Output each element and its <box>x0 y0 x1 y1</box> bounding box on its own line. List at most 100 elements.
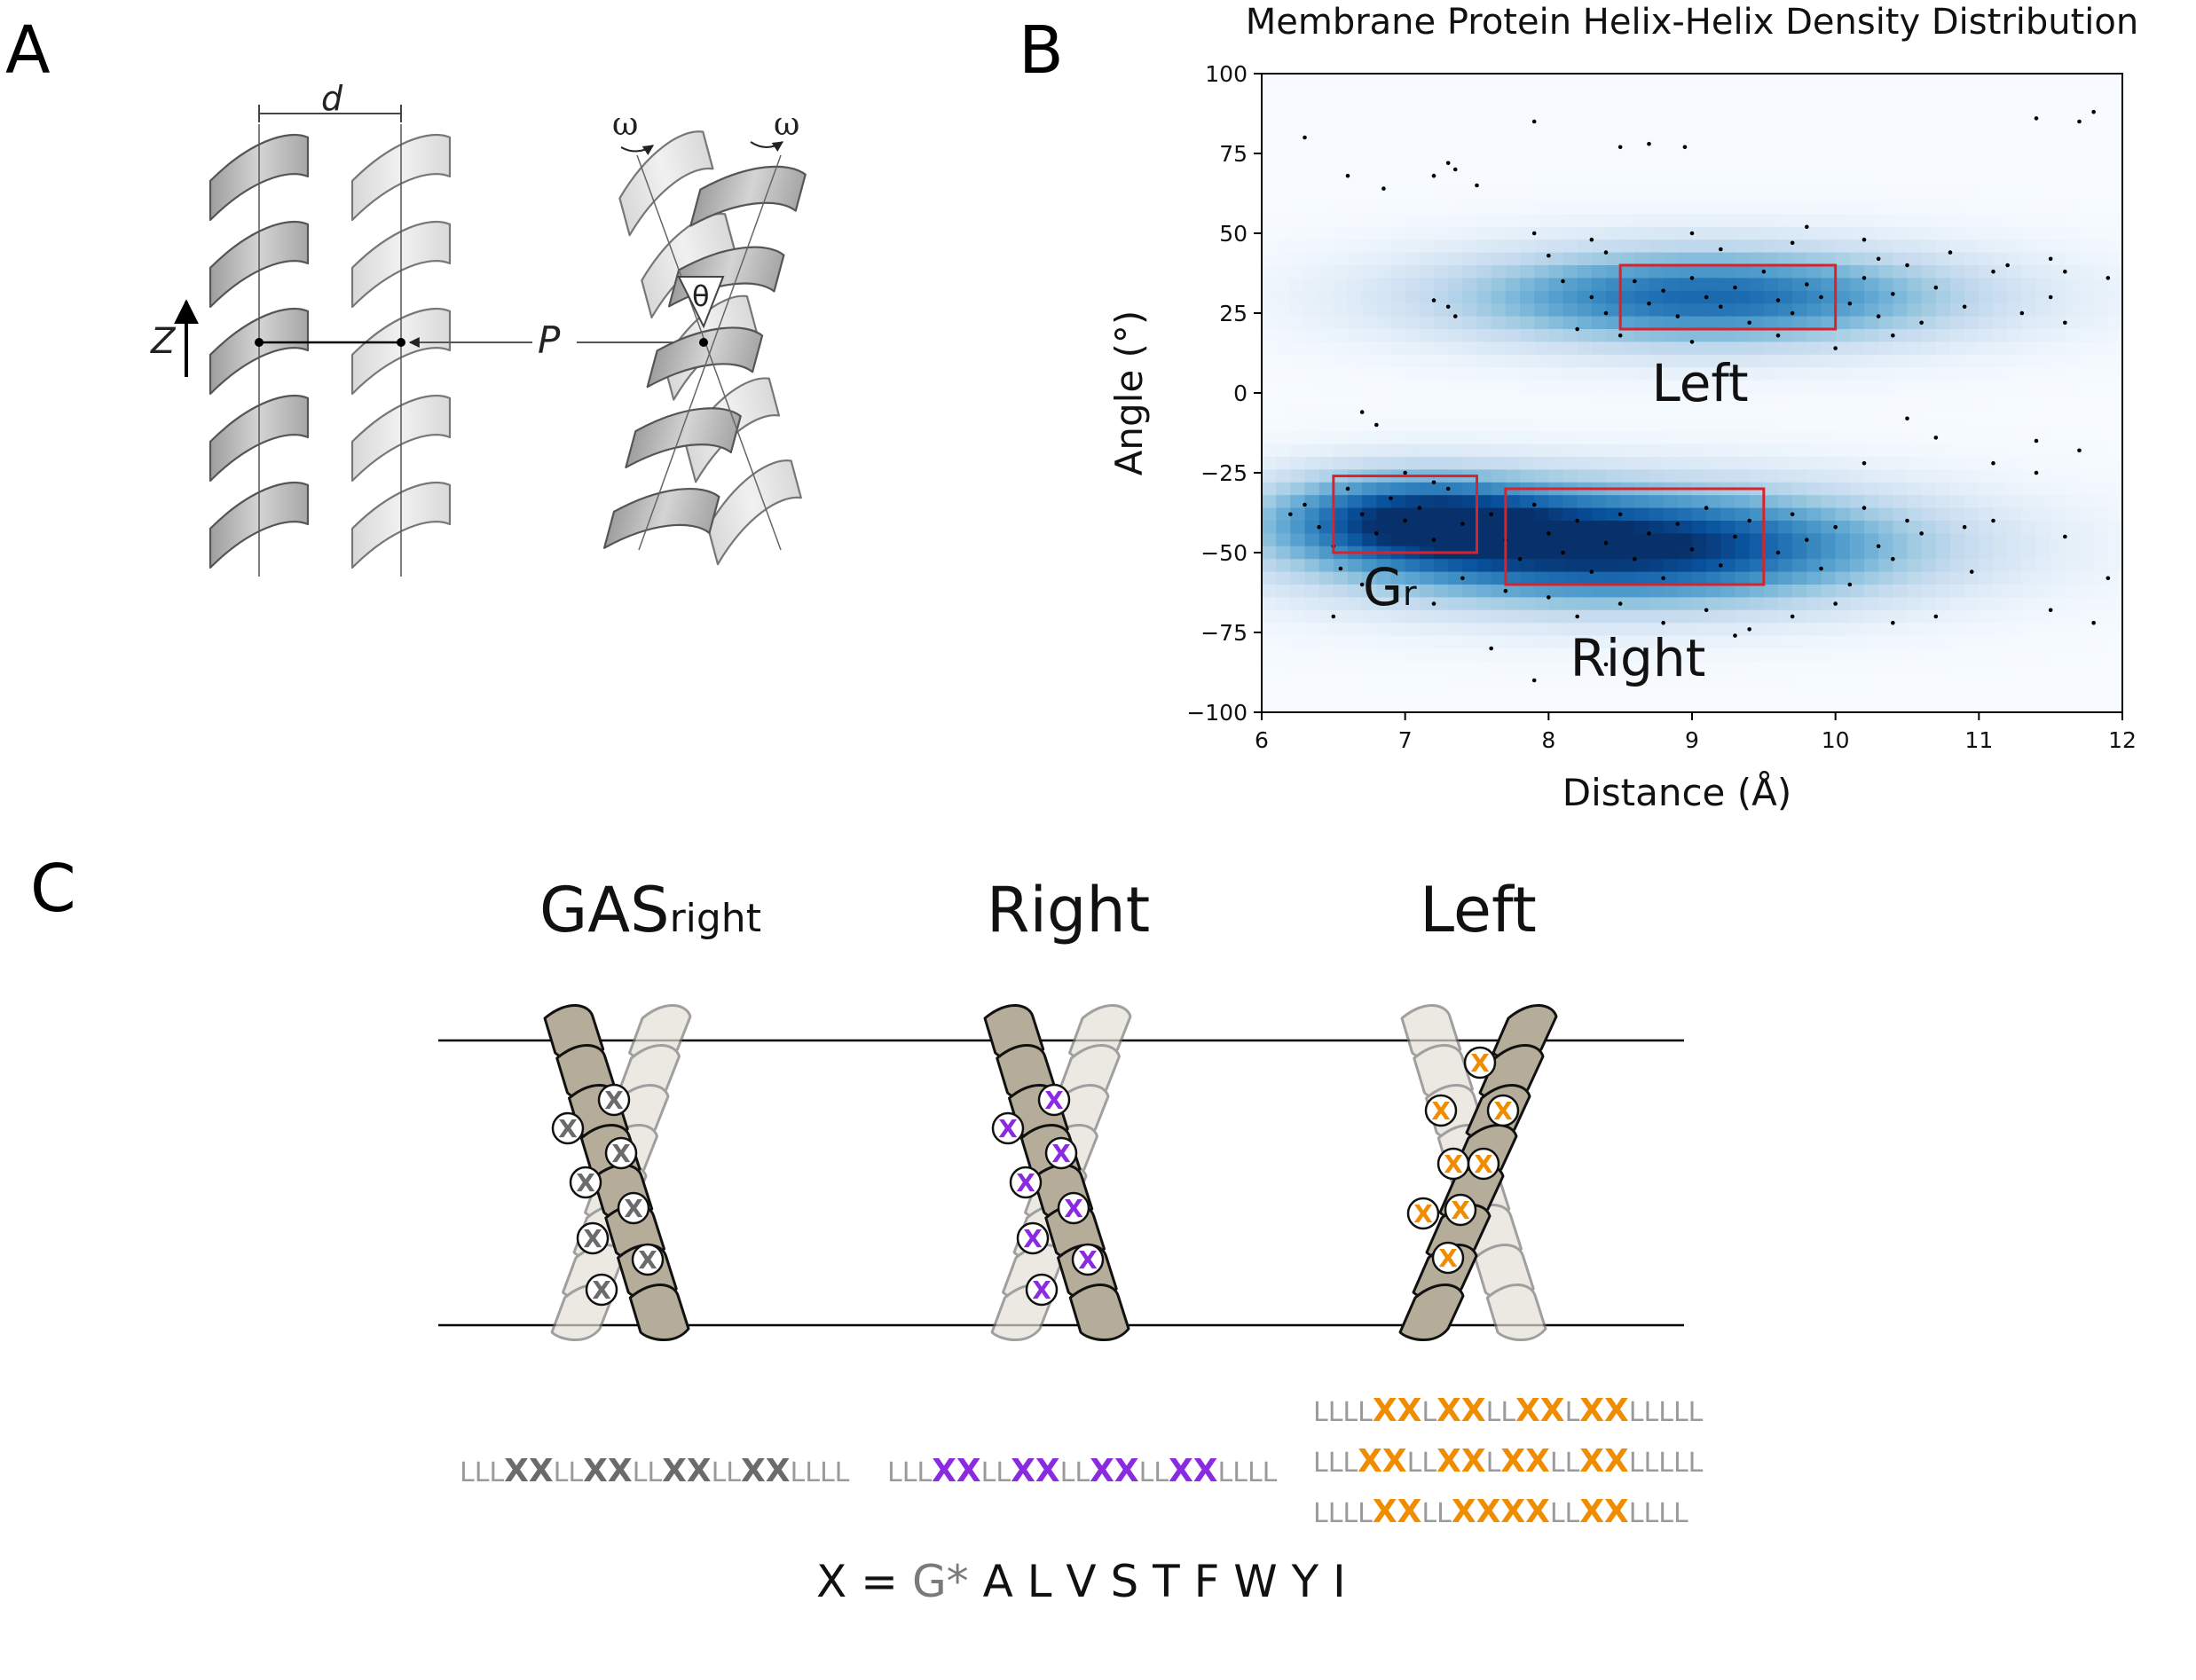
scatter-point <box>1575 614 1579 619</box>
scatter-point <box>1431 538 1436 542</box>
scatter-point <box>1689 340 1695 344</box>
scatter-point <box>1374 531 1379 536</box>
scatter-point <box>1991 460 1995 466</box>
x-tick-label: 11 <box>1964 727 1993 753</box>
y-tick-label: 100 <box>1205 61 1248 87</box>
residue-marker <box>576 1221 610 1255</box>
sequence-gas-right: LLLXXLLXXLLXXLLXXLLLL <box>460 1453 850 1489</box>
scatter-point <box>1547 531 1551 536</box>
scatter-point <box>2034 116 2039 121</box>
scatter-point <box>1531 502 1537 507</box>
svg-text:X: X <box>1493 1096 1513 1126</box>
svg-text:X: X <box>1474 1150 1493 1179</box>
scatter-point <box>1633 556 1637 561</box>
scatter-point <box>1861 237 1867 242</box>
residue-marker <box>1009 1166 1043 1199</box>
scatter-point <box>1719 304 1723 310</box>
scatter-point <box>1790 310 1795 316</box>
x-axis-ticks: 6 7 8 9 10 11 12 <box>1255 712 2137 753</box>
x-tick-label: 6 <box>1255 727 1269 753</box>
svg-text:X: X <box>638 1245 657 1275</box>
scatter-point <box>1561 279 1565 284</box>
scatter-point <box>1303 135 1307 140</box>
scatter-point <box>1617 145 1623 150</box>
scatter-point <box>1790 240 1795 246</box>
scatter-point <box>1381 186 1386 191</box>
scatter-point <box>1403 470 1407 475</box>
scatter-point <box>1452 314 1458 318</box>
svg-text:X: X <box>1470 1048 1490 1078</box>
scatter-point <box>1589 569 1594 574</box>
scatter-point <box>2048 608 2053 613</box>
density-heatmap <box>1262 74 2122 712</box>
scatter-point <box>2077 119 2082 124</box>
scatter-point <box>1661 620 1665 625</box>
region-label-left: Left <box>1651 353 1748 413</box>
residue-marker <box>1431 1241 1465 1275</box>
scatter-point <box>1689 231 1695 236</box>
sequences-left: LLLLXXLXXLLXXLXXLLLLL LLLXXLLXXLXXLLXXLLL… <box>1313 1393 1704 1530</box>
scatter-point <box>1905 416 1909 421</box>
scatter-point <box>2005 263 2010 268</box>
chart-title: Membrane Protein Helix-Helix Density Dis… <box>1246 2 2139 43</box>
omega-right-rotation-icon <box>750 141 783 152</box>
scatter-point <box>1288 512 1293 517</box>
scatter-point <box>1969 569 1974 574</box>
scatter-point <box>1761 269 1767 274</box>
scatter-point <box>1389 496 1393 501</box>
scatter-point <box>2091 620 2096 625</box>
scatter-point <box>1675 314 1680 318</box>
residue-marker <box>1037 1083 1071 1117</box>
scatter-point <box>1719 563 1723 568</box>
scatter-point <box>1338 566 1343 571</box>
scatter-point <box>1847 301 1853 306</box>
scatter-point <box>1661 576 1665 581</box>
sequence-line: LLLXXLLXXLLXXLLXXLLLL <box>460 1453 850 1489</box>
svg-text:X: X <box>611 1139 631 1168</box>
scatter-point <box>1819 294 1823 300</box>
sequence-line: LLLXXLLXXLXXLLXXLLLLL <box>1313 1443 1704 1480</box>
y-axis-ticks: 100 75 50 25 0 −25 −50 −75 −100 <box>1186 61 1262 726</box>
scatter-point <box>1775 550 1781 555</box>
svg-text:X: X <box>1051 1139 1071 1168</box>
scatter-point <box>1962 304 1967 310</box>
scatter-point <box>1747 518 1751 523</box>
residue-legend: X = G* A L V S T F W Y I <box>816 1556 1346 1607</box>
scatter-point <box>1933 614 1939 619</box>
scatter-point <box>1359 410 1365 414</box>
scatter-point <box>1589 294 1594 300</box>
scatter-point <box>1847 582 1853 587</box>
scatter-point <box>1805 224 1809 230</box>
scatter-point <box>1747 627 1751 632</box>
omega-left-rotation-icon <box>620 145 654 155</box>
x-axis-label: Distance (Å) <box>1562 770 1792 814</box>
y-tick-label: 25 <box>1219 301 1248 326</box>
scatter-point <box>1547 595 1551 600</box>
scatter-point <box>1489 512 1493 517</box>
scatter-point <box>1876 256 1881 262</box>
residue-marker <box>585 1273 618 1307</box>
svg-text:X: X <box>583 1224 602 1253</box>
residue-marker <box>1406 1197 1440 1230</box>
scatter-point <box>2063 269 2067 274</box>
scatter-point <box>1861 460 1867 466</box>
residue-marker <box>1071 1243 1105 1276</box>
scatter-point <box>1431 298 1436 302</box>
y-tick-label: 0 <box>1233 381 1248 406</box>
x-tick-label: 10 <box>1822 727 1850 753</box>
svg-text:X: X <box>624 1194 643 1223</box>
scatter-point <box>1919 531 1924 536</box>
region-label-right: Right <box>1570 628 1706 688</box>
region-boxes <box>1332 263 1838 586</box>
scatter-point <box>1682 145 1688 150</box>
scatter-point <box>1489 646 1493 651</box>
region-label-gr: Gr <box>1363 557 1417 617</box>
column-title-left: Left <box>1420 874 1537 946</box>
omega-left-label: ω <box>612 106 638 143</box>
sequence-line: LLLLXXLLXXXXLLXXLLLL <box>1313 1494 1688 1530</box>
scatter-point <box>1633 279 1637 284</box>
theta-label: θ <box>692 279 710 313</box>
